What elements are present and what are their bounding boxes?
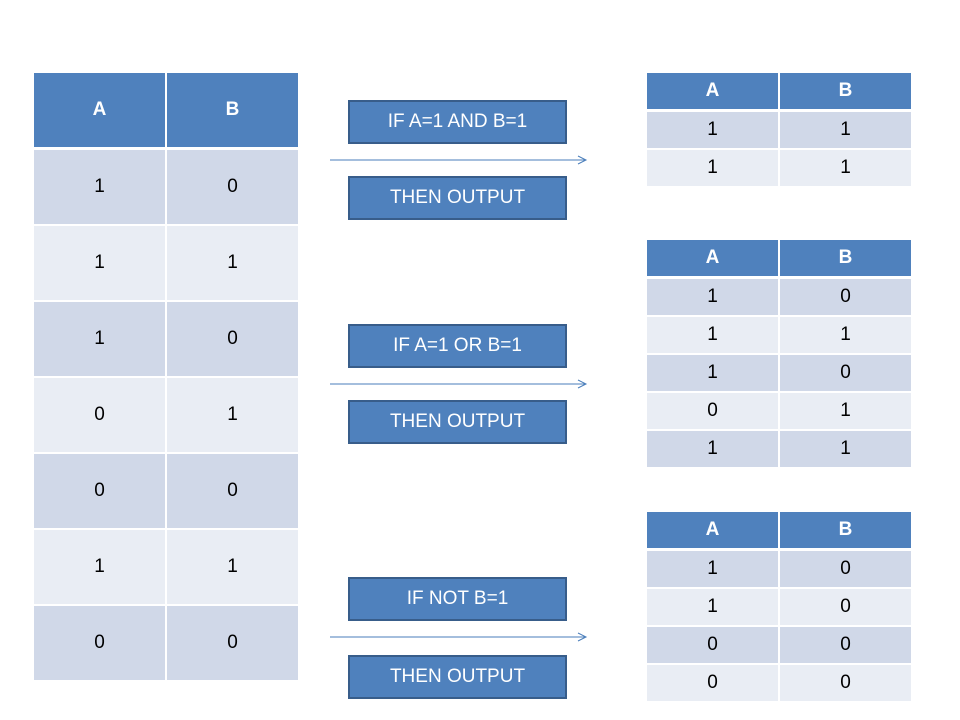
- column-header-a: A: [34, 73, 167, 150]
- table-row: 1 1: [34, 529, 298, 606]
- cell-b: 1: [779, 110, 911, 150]
- cell-a: 1: [647, 149, 780, 188]
- table-row: 0 0: [34, 605, 298, 682]
- table-row: 0 0: [34, 453, 298, 530]
- cell-a: 1: [34, 301, 167, 378]
- not-arrow: [330, 632, 588, 642]
- input-table-header-row: A B: [34, 73, 298, 150]
- and-output-table: A B 1 1 1 1: [647, 73, 911, 188]
- column-header-b: B: [166, 73, 298, 150]
- cell-a: 1: [34, 225, 167, 302]
- column-header-b: B: [779, 73, 911, 112]
- cell-a: 1: [647, 110, 780, 150]
- cell-a: 1: [647, 549, 780, 589]
- not-action-box: THEN OUTPUT: [348, 655, 567, 699]
- cell-b: 0: [779, 549, 911, 589]
- table-row: 1 0: [647, 354, 911, 393]
- table-row: 1 1: [647, 430, 911, 469]
- cell-b: 0: [779, 664, 911, 703]
- cell-a: 1: [34, 148, 167, 226]
- table-row: 0 1: [34, 377, 298, 454]
- table-row: 0 0: [647, 664, 911, 703]
- table-row: 1 1: [647, 149, 911, 188]
- cell-b: 1: [779, 316, 911, 355]
- not-output-table: A B 1 0 1 0 0 0 0 0: [647, 512, 911, 703]
- or-condition-box: IF A=1 OR B=1: [348, 324, 567, 368]
- column-header-b: B: [779, 512, 911, 551]
- cell-a: 0: [647, 626, 780, 665]
- cell-b: 0: [166, 453, 298, 530]
- cell-b: 1: [166, 529, 298, 606]
- table-row: 0 1: [647, 392, 911, 431]
- and-condition-box: IF A=1 AND B=1: [348, 100, 567, 144]
- cell-b: 0: [166, 148, 298, 226]
- cell-b: 1: [779, 392, 911, 431]
- cell-a: 1: [647, 354, 780, 393]
- table-row: 1 1: [34, 225, 298, 302]
- cell-b: 0: [779, 354, 911, 393]
- table-row: 1 1: [647, 110, 911, 150]
- cell-b: 0: [779, 626, 911, 665]
- cell-a: 0: [34, 377, 167, 454]
- cell-a: 1: [647, 277, 780, 317]
- column-header-a: A: [647, 240, 780, 279]
- cell-a: 0: [647, 392, 780, 431]
- and-output-header-row: A B: [647, 73, 911, 112]
- table-row: 1 0: [647, 277, 911, 317]
- and-action-box: THEN OUTPUT: [348, 176, 567, 220]
- cell-b: 1: [779, 430, 911, 469]
- cell-b: 1: [166, 225, 298, 302]
- table-row: 1 0: [647, 549, 911, 589]
- cell-a: 1: [34, 529, 167, 606]
- cell-b: 1: [166, 377, 298, 454]
- or-action-box: THEN OUTPUT: [348, 400, 567, 444]
- cell-b: 0: [779, 588, 911, 627]
- cell-a: 0: [34, 453, 167, 530]
- input-table: A B 1 0 1 1 1 0 0 1 0 0 1 1 0 0: [34, 73, 298, 682]
- or-output-header-row: A B: [647, 240, 911, 279]
- cell-a: 1: [647, 430, 780, 469]
- cell-b: 0: [166, 605, 298, 682]
- table-row: 1 0: [34, 148, 298, 226]
- cell-b: 0: [166, 301, 298, 378]
- cell-b: 1: [779, 149, 911, 188]
- column-header-a: A: [647, 512, 780, 551]
- cell-a: 1: [647, 588, 780, 627]
- table-row: 1 1: [647, 316, 911, 355]
- or-output-table: A B 1 0 1 1 1 0 0 1 1 1: [647, 240, 911, 469]
- cell-a: 0: [34, 605, 167, 682]
- cell-b: 0: [779, 277, 911, 317]
- cell-a: 0: [647, 664, 780, 703]
- column-header-a: A: [647, 73, 780, 112]
- and-arrow: [330, 155, 588, 165]
- not-output-header-row: A B: [647, 512, 911, 551]
- column-header-b: B: [779, 240, 911, 279]
- not-condition-box: IF NOT B=1: [348, 577, 567, 621]
- or-arrow: [330, 379, 588, 389]
- table-row: 1 0: [647, 588, 911, 627]
- table-row: 0 0: [647, 626, 911, 665]
- cell-a: 1: [647, 316, 780, 355]
- table-row: 1 0: [34, 301, 298, 378]
